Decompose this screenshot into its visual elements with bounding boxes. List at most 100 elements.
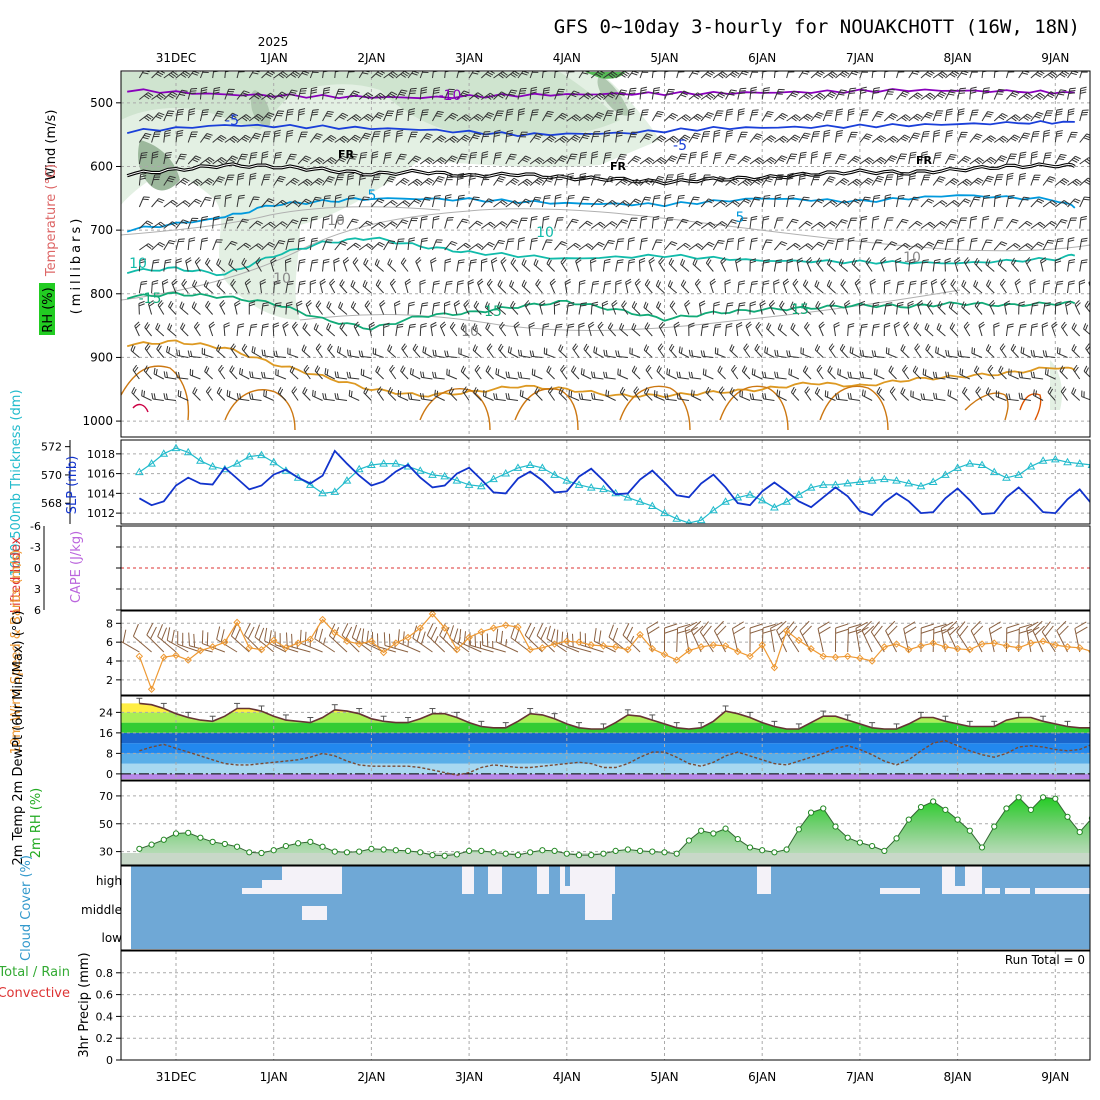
upper-wind-barb-flag bbox=[917, 113, 923, 118]
upper-wind-barb-flag bbox=[386, 179, 394, 183]
upper-wind-barb bbox=[644, 327, 653, 337]
upper-wind-barb bbox=[301, 349, 311, 358]
upper-wind-barb bbox=[786, 90, 795, 100]
upper-wind-barb-flag bbox=[609, 222, 616, 227]
upper-wind-barb-flag bbox=[891, 241, 898, 245]
thickness-point bbox=[1038, 456, 1048, 464]
upper-wind-barb bbox=[334, 89, 340, 100]
upper-wind-barb-flag bbox=[568, 194, 575, 197]
upper-wind-barb-flag bbox=[979, 323, 985, 329]
upper-wind-barb-flag bbox=[787, 172, 794, 176]
upper-wind-barb-flag bbox=[732, 366, 737, 373]
upper-wind-barb bbox=[775, 355, 787, 358]
upper-wind-barb bbox=[604, 377, 616, 380]
upper-wind-barb-flag bbox=[348, 389, 351, 396]
upper-wind-barb-flag bbox=[473, 95, 480, 100]
upper-wind-barb bbox=[749, 239, 753, 251]
lower-temperature-contours bbox=[121, 365, 1042, 431]
upper-wind-barb bbox=[521, 263, 531, 272]
upper-wind-barb-flag bbox=[509, 91, 517, 94]
upper-wind-barb bbox=[822, 91, 832, 100]
upper-wind-barb-flag bbox=[184, 200, 191, 205]
upper-wind-barb-flag bbox=[473, 300, 478, 307]
upper-wind-barb-flag bbox=[253, 116, 260, 122]
wind10m-barb bbox=[567, 645, 592, 653]
upper-wind-barb bbox=[592, 398, 604, 401]
upper-wind-barb-flag bbox=[401, 89, 408, 92]
upper-wind-barb-flag bbox=[866, 133, 873, 137]
upper-wind-barb bbox=[285, 219, 294, 229]
upper-wind-barb-flag bbox=[151, 392, 154, 400]
upper-wind-barb-flag bbox=[705, 73, 712, 78]
upper-wind-barb-flag bbox=[361, 350, 364, 357]
upper-wind-barb-flag bbox=[388, 239, 396, 243]
upper-wind-barb-flag bbox=[476, 220, 483, 225]
upper-wind-barb bbox=[297, 155, 306, 165]
upper-wind-barb bbox=[828, 348, 836, 358]
upper-wind-barb-flag bbox=[422, 109, 429, 111]
upper-wind-barb bbox=[163, 199, 173, 208]
upper-wind-barb bbox=[1096, 307, 1100, 314]
upper-wind-barb bbox=[712, 91, 722, 100]
upper-wind-barb-flag bbox=[411, 72, 418, 76]
upper-wind-barb-flag bbox=[884, 196, 892, 199]
upper-wind-barb-flag bbox=[640, 91, 647, 94]
upper-wind-barb-flag bbox=[1065, 302, 1072, 307]
upper-wind-barb-flag bbox=[646, 179, 653, 184]
upper-wind-barb-flag bbox=[719, 176, 726, 179]
upper-wind-barb-flag bbox=[433, 87, 441, 90]
upper-wind-barb-flag bbox=[645, 303, 649, 310]
upper-wind-barb-flag bbox=[539, 300, 545, 305]
upper-wind-barb-flag bbox=[536, 280, 541, 287]
upper-wind-barb-flag bbox=[634, 180, 641, 185]
upper-wind-barb bbox=[480, 198, 489, 208]
upper-wind-barb bbox=[273, 176, 281, 186]
upper-wind-barb-flag bbox=[756, 179, 762, 184]
upper-wind-barb bbox=[458, 353, 470, 358]
upper-wind-barb bbox=[430, 325, 433, 337]
upper-wind-barb bbox=[810, 174, 815, 186]
wind10m-barb-flag bbox=[268, 630, 272, 644]
upper-wind-barb bbox=[309, 88, 312, 100]
upper-wind-barb-flag bbox=[139, 260, 146, 264]
upper-wind-barb-flag bbox=[423, 137, 430, 140]
upper-wind-barb bbox=[329, 283, 336, 294]
upper-wind-barb-flag bbox=[477, 278, 483, 284]
wind10m-barb-flag bbox=[230, 623, 238, 637]
upper-wind-barb-flag bbox=[829, 367, 833, 374]
upper-wind-barb bbox=[1042, 110, 1048, 122]
upper-wind-barb-flag bbox=[1068, 108, 1075, 111]
upper-wind-barb-flag bbox=[616, 113, 623, 116]
upper-wind-barb bbox=[847, 198, 856, 208]
upper-wind-barb-flag bbox=[402, 259, 407, 266]
upper-wind-barb bbox=[627, 178, 638, 186]
upper-wind-barb-flag bbox=[1096, 370, 1097, 376]
upper-wind-barb bbox=[969, 110, 974, 122]
wind10m-barb bbox=[231, 635, 250, 653]
upper-wind-barb-flag bbox=[170, 222, 176, 227]
upper-wind-barb-flag bbox=[153, 393, 156, 400]
upper-wind-barb-flag bbox=[470, 261, 477, 264]
wind10m-barb-flag bbox=[677, 623, 691, 629]
upper-wind-barb-flag bbox=[694, 132, 701, 135]
upper-wind-barb-flag bbox=[841, 345, 846, 352]
upper-wind-barb-flag bbox=[678, 194, 685, 197]
upper-wind-barb-flag bbox=[240, 155, 247, 158]
upper-wind-barb-flag bbox=[852, 181, 858, 186]
upper-wind-barb-flag bbox=[365, 115, 372, 120]
upper-wind-barb-flag bbox=[274, 156, 281, 159]
upper-wind-barb bbox=[132, 369, 140, 380]
wind10m-barb-flag bbox=[161, 627, 168, 641]
upper-wind-barb-flag bbox=[532, 350, 535, 357]
upper-wind-barb-flag bbox=[805, 244, 811, 249]
upper-wind-barb-flag bbox=[1050, 91, 1057, 95]
upper-wind-barb-flag bbox=[941, 200, 948, 205]
wind10m-barb-flag bbox=[234, 627, 242, 640]
upper-wind-barb bbox=[700, 325, 704, 337]
upper-wind-barb-flag bbox=[1034, 115, 1041, 119]
upper-wind-barb-flag bbox=[376, 113, 383, 118]
upper-wind-barb-flag bbox=[243, 345, 248, 352]
upper-wind-barb-flag bbox=[655, 179, 662, 183]
upper-wind-barb-flag bbox=[531, 113, 538, 116]
upper-wind-barb-flag bbox=[402, 201, 408, 206]
